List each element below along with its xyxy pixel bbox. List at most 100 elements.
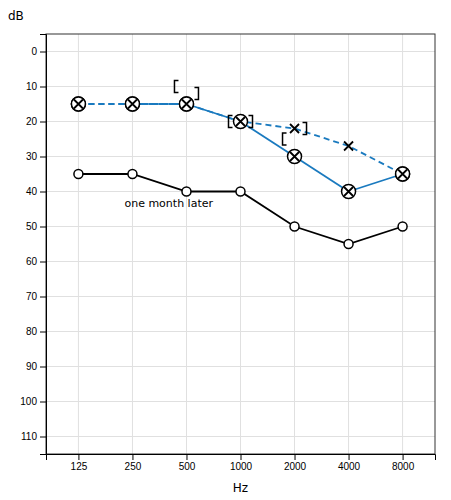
line bbox=[78, 104, 402, 174]
y-tick-mark bbox=[40, 87, 46, 88]
y-tick-label: 90 bbox=[26, 361, 38, 372]
x-tick: 4000 bbox=[338, 454, 361, 472]
x-tick-label: 500 bbox=[179, 461, 196, 472]
x-marker bbox=[290, 124, 299, 133]
line-segment bbox=[78, 103, 132, 105]
x-tick: 125 bbox=[71, 454, 88, 472]
bracket-right-marker bbox=[249, 116, 253, 128]
circle-marker bbox=[128, 170, 137, 179]
y-tick: 10 bbox=[26, 81, 46, 92]
y-tick: 50 bbox=[26, 221, 46, 232]
y-tick-label: 50 bbox=[26, 221, 38, 232]
circle-marker bbox=[342, 185, 356, 199]
y-tick-mark bbox=[40, 52, 46, 53]
y-tick-label: 100 bbox=[20, 396, 37, 407]
circle-marker bbox=[125, 97, 139, 111]
chart: 125 250 500 1000 2000 4000 8000 0 10 20 30 40 50 60 70… bbox=[0, 0, 451, 500]
circle-marker bbox=[288, 150, 302, 164]
y-tick: 40 bbox=[26, 186, 46, 197]
y-axis-title: dB bbox=[8, 9, 24, 23]
circle-marker bbox=[234, 115, 248, 129]
x-axis-title: Hz bbox=[233, 481, 248, 495]
x-marker bbox=[344, 187, 353, 196]
circle-marker bbox=[71, 97, 85, 111]
grid-line-x bbox=[402, 34, 403, 454]
y-tick: 70 bbox=[26, 291, 46, 302]
x-marker bbox=[74, 100, 83, 109]
x-tick-label: 250 bbox=[125, 461, 142, 472]
circle-marker bbox=[179, 97, 193, 111]
x-tick: 2000 bbox=[284, 454, 307, 472]
x-marker bbox=[290, 152, 299, 161]
x-tick-label: 2000 bbox=[284, 461, 307, 472]
grid-line-x bbox=[240, 34, 241, 454]
circle-marker bbox=[396, 167, 410, 181]
y-tick: 30 bbox=[26, 151, 46, 162]
x-axis-line bbox=[47, 455, 436, 461]
x-marker bbox=[128, 100, 137, 109]
y-tick-label: 60 bbox=[26, 256, 38, 267]
y-tick-mark bbox=[40, 192, 46, 193]
y-tick: 80 bbox=[26, 326, 46, 337]
y-axis: 0 10 20 30 40 50 60 70 80 90 100 110 bbox=[20, 35, 46, 455]
y-tick-label: 20 bbox=[26, 116, 38, 127]
x-tick-mark bbox=[349, 454, 350, 460]
y-tick-label: 10 bbox=[26, 81, 38, 92]
y-tick: 0 bbox=[31, 46, 46, 57]
plot: 125 250 500 1000 2000 4000 8000 0 10 20 30 40 50 60 70… bbox=[8, 9, 436, 495]
x-tick: 500 bbox=[179, 454, 196, 472]
x-tick-label: 125 bbox=[71, 461, 88, 472]
bracket-right-marker bbox=[303, 123, 307, 135]
x-tick-mark bbox=[403, 454, 404, 460]
y-tick-label: 30 bbox=[26, 151, 38, 162]
y-tick-mark bbox=[40, 437, 46, 438]
y-tick-mark bbox=[40, 402, 46, 403]
x-axis: 125 250 500 1000 2000 4000 8000 bbox=[47, 454, 436, 472]
y-tick-mark bbox=[40, 262, 46, 263]
y-tick: 60 bbox=[26, 256, 46, 267]
circle-marker bbox=[290, 222, 299, 231]
x-marker bbox=[236, 117, 245, 126]
x-tick: 8000 bbox=[392, 454, 415, 472]
bracket-right-marker bbox=[194, 88, 198, 100]
y-tick: 90 bbox=[26, 361, 46, 372]
x-tick-mark bbox=[186, 454, 187, 460]
circle-marker bbox=[398, 222, 407, 231]
x-tick-mark bbox=[295, 454, 296, 460]
circle-marker bbox=[182, 187, 191, 196]
grid bbox=[46, 34, 435, 454]
circle-marker bbox=[74, 170, 83, 179]
circle-marker bbox=[179, 97, 193, 111]
x-marker bbox=[344, 142, 353, 151]
y-tick: 110 bbox=[21, 431, 46, 442]
line bbox=[78, 174, 402, 244]
x-tick-label: 1000 bbox=[230, 461, 253, 472]
y-tick-mark bbox=[40, 122, 46, 123]
y-tick-label: 110 bbox=[21, 431, 37, 442]
y-tick-mark bbox=[40, 157, 46, 158]
x-tick: 250 bbox=[125, 454, 142, 472]
y-tick-label: 40 bbox=[26, 186, 38, 197]
bracket-left-marker bbox=[283, 133, 287, 145]
x-tick-mark bbox=[241, 454, 242, 460]
x-marker bbox=[398, 170, 407, 179]
x-marker bbox=[182, 100, 191, 109]
y-tick-mark bbox=[40, 227, 46, 228]
line-segment bbox=[295, 157, 349, 192]
marks bbox=[71, 81, 409, 249]
x-tick-label: 4000 bbox=[338, 461, 361, 472]
bracket-left-marker bbox=[174, 81, 178, 93]
x-tick-label: 8000 bbox=[392, 461, 415, 472]
y-tick-label: 0 bbox=[31, 46, 37, 57]
y-tick-label: 70 bbox=[26, 291, 38, 302]
y-tick-label: 80 bbox=[26, 326, 38, 337]
circle-marker bbox=[71, 97, 85, 111]
line-segment bbox=[349, 174, 403, 192]
plot-frame bbox=[46, 34, 435, 454]
x-tick: 1000 bbox=[230, 454, 253, 472]
y-tick-mark bbox=[40, 367, 46, 368]
y-axis-line bbox=[40, 35, 47, 455]
line-segment bbox=[132, 103, 186, 105]
y-tick: 20 bbox=[26, 116, 46, 127]
circle-marker bbox=[344, 240, 353, 249]
